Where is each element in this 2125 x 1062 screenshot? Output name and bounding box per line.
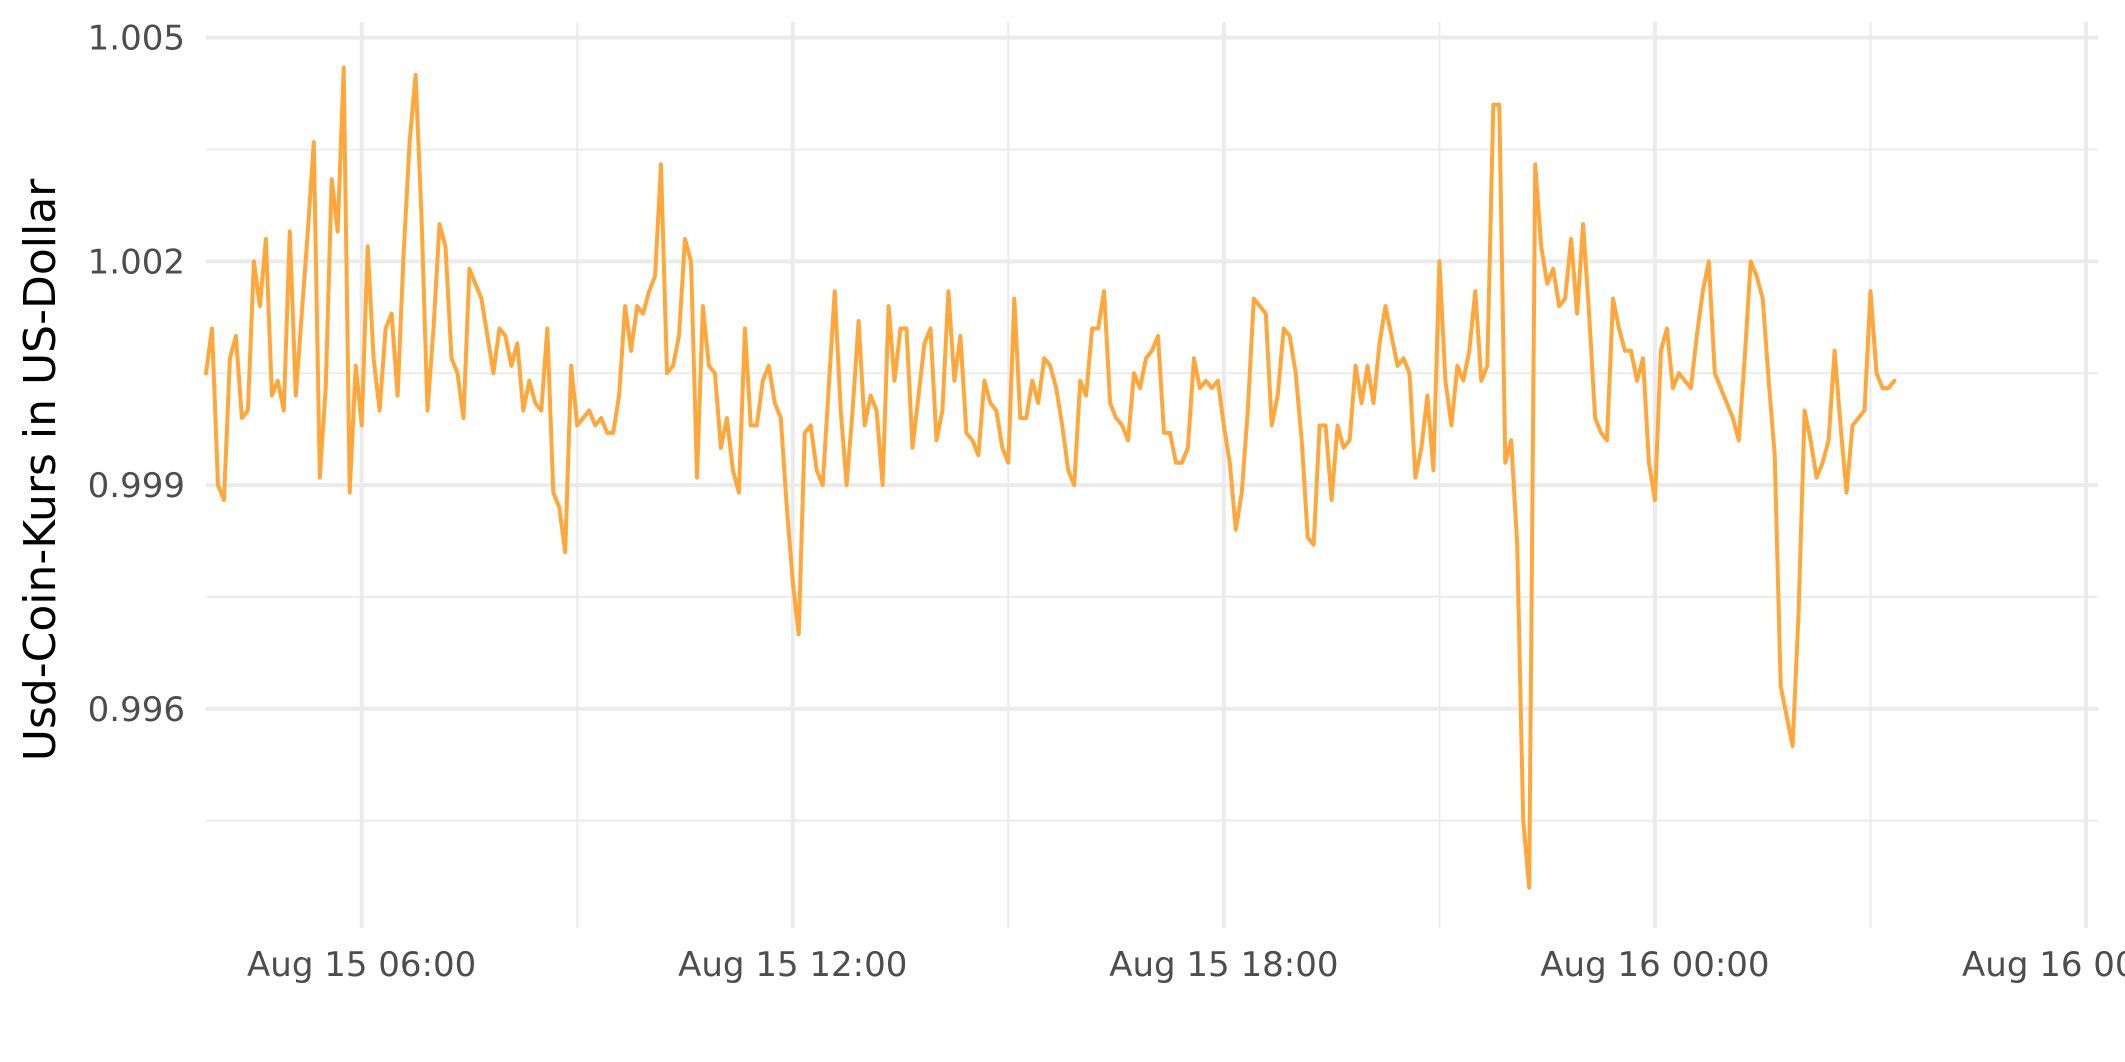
series-lines [204, 65, 1897, 890]
y-tick-label: 1.005 [88, 19, 185, 59]
x-tick-label: Aug 15 18:00 [1109, 945, 1338, 985]
series-line-0 [204, 65, 1897, 890]
y-tick-label: 0.996 [88, 690, 185, 730]
x-tick-label: Aug 16 00:00 [1962, 945, 2125, 985]
grid [206, 22, 2098, 928]
x-tick-label: Aug 15 06:00 [247, 945, 476, 985]
y-tick-label: 1.002 [88, 242, 185, 282]
x-tick-label: Aug 16 00:00 [1540, 945, 1769, 985]
y-axis-title: Usd-Coin-Kurs in US-Dollar [15, 178, 66, 761]
tick-labels: 0.996 0.999 1.002 1.005 Aug 15 06:00 Aug 15 1… [88, 19, 2125, 985]
y-tick-label: 0.999 [88, 466, 185, 506]
x-tick-label: Aug 15 12:00 [678, 945, 907, 985]
